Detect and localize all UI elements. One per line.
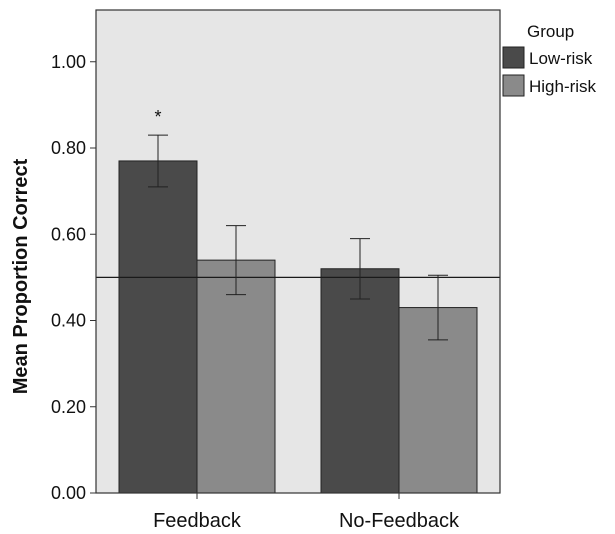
bars: [118, 160, 478, 494]
y-tick-label: 1.00: [51, 52, 86, 72]
y-tick-label: 0.20: [51, 397, 86, 417]
legend-swatch-low-risk: [502, 46, 525, 69]
y-tick-label: 0.80: [51, 138, 86, 158]
bar-low-risk-no-feedback: [320, 268, 400, 494]
legend-label-low-risk: Low-risk: [529, 49, 593, 68]
y-tick-label: 0.00: [51, 483, 86, 503]
legend-title: Group: [527, 22, 574, 41]
plot-frame: [95, 9, 501, 494]
x-tick-label: Feedback: [153, 510, 242, 532]
error-bars: [148, 134, 448, 341]
y-axis: 0.00 0.20 0.40 0.60 0.80 1.00: [51, 52, 96, 503]
annotations: *: [154, 107, 161, 127]
legend-label-high-risk: High-risk: [529, 77, 597, 96]
y-tick-label: 0.60: [51, 224, 86, 244]
legend: Group Low-risk High-risk: [502, 22, 597, 97]
y-axis-title: Mean Proportion Correct: [10, 158, 32, 394]
x-tick-label: No-Feedback: [339, 510, 460, 532]
x-axis: Feedback No-Feedback: [153, 493, 460, 532]
bar-low-risk-feedback: [118, 160, 198, 494]
y-tick-label: 0.40: [51, 311, 86, 331]
legend-swatch-high-risk: [502, 74, 525, 97]
significance-marker: *: [154, 107, 161, 127]
